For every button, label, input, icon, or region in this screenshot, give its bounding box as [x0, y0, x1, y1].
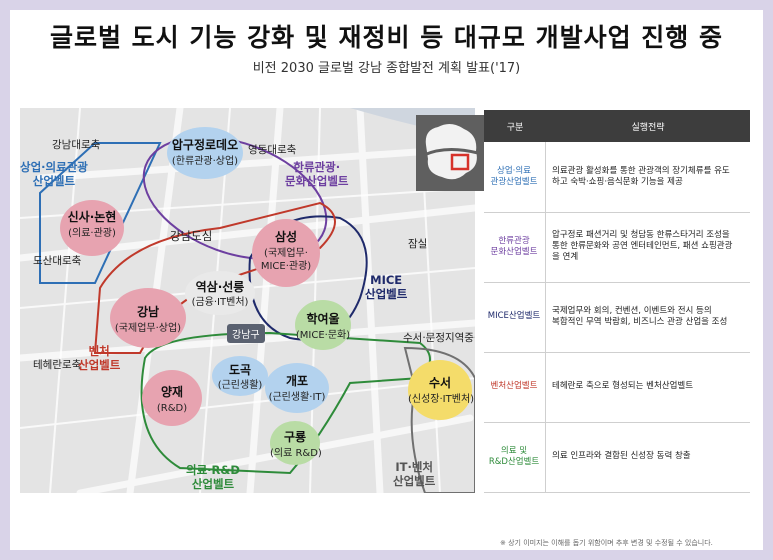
- node-sinsa-circle: [60, 200, 124, 256]
- node-yangjae-sub: (R&D): [156, 403, 188, 414]
- node-gaepo-sub: (근린생활·IT): [268, 392, 326, 403]
- table-row: 의료 및 R&D산업벨트 의료 인프라와 결합된 신성장 동력 창출: [484, 422, 750, 493]
- table-row: 벤처산업벨트 테헤란로 축으로 형성되는 벤처산업벨트: [484, 352, 750, 423]
- mice-belt-outline: [248, 215, 368, 341]
- node-suseo-sub: (신성장·IT벤처): [408, 394, 475, 405]
- node-suseo-circle: [408, 360, 472, 420]
- node-suseo-name: 수서: [428, 376, 452, 390]
- node-gangnam-circle: [110, 288, 186, 348]
- commercial-medical-belt-outline: [39, 142, 162, 284]
- row-category: 의료 및 R&D산업벨트: [488, 446, 540, 467]
- node-yangjae-name: 양재: [160, 385, 184, 399]
- node-gaepo-circle: [265, 363, 329, 413]
- map-drawing: [20, 108, 475, 493]
- belt-label-medical-rnd: 의료·R&D 산업벨트: [186, 463, 240, 491]
- strategy-table: 구분 실행전략 상업·의료 관광산업벨트 의료관광 활성화를 통한 관광객의 장기…: [484, 110, 750, 493]
- node-samseong-circle: [252, 219, 320, 287]
- table-header: 구분 실행전략: [484, 110, 750, 142]
- node-guryong-circle: [270, 421, 320, 465]
- row-category: MICE산업벨트: [487, 311, 541, 321]
- page-subtitle: 비전 2030 글로벌 강남 종합발전 계획 발표('17): [252, 61, 521, 76]
- label-yeongdong-daero: 영동대로축: [248, 144, 297, 156]
- medical-rnd-belt-outline: [140, 331, 431, 475]
- district-tag-gangnam-gu: 강남구: [227, 324, 265, 343]
- node-gangnam-sub: (국제업무·상업): [114, 323, 182, 334]
- seoul-locator-inset: [416, 115, 484, 191]
- node-sinsa-name: 신사·논현: [67, 210, 117, 224]
- footnote: ※ 상기 이미지는 이해를 돕기 위함이며 추후 변경 및 수정될 수 있습니다…: [500, 539, 713, 547]
- node-samseong-name: 삼성: [274, 230, 298, 244]
- node-yeoksam-sub: (금융·IT벤처): [191, 297, 249, 308]
- node-gangnam-name: 강남: [136, 305, 160, 319]
- node-yeoksam-name: 역삼·선릉: [195, 280, 245, 294]
- node-sinsa-sub: (의료·관광): [68, 228, 116, 239]
- page-title: 글로벌 도시 기능 강화 및 재정비 등 대규모 개발사업 진행 중: [49, 23, 724, 52]
- node-hakyeoul-sub: (MICE·문화): [295, 330, 351, 341]
- table-header-strategy: 실행전략: [631, 123, 665, 133]
- label-jamsil: 잠실: [408, 238, 428, 250]
- node-apgujeong-name: 압구정로데오: [171, 138, 239, 152]
- row-strategy: 국제업무와 회의, 컨벤션, 이벤트와 전시 등의 복합적인 무역 박람회, 비즈…: [552, 306, 728, 327]
- node-dogok-sub: (근린생활): [217, 380, 263, 391]
- node-hakyeoul-name: 학여울: [306, 312, 340, 326]
- table-row: 한류관광 문화산업벨트 압구정로 패션거리 및 청담동 한류스타거리 조성을 통한 …: [484, 212, 750, 283]
- table-row: MICE산업벨트 국제업무와 회의, 컨벤션, 이벤트와 전시 등의 복합적인 무…: [484, 282, 750, 353]
- belt-label-it-venture: IT·벤처 산업벨트: [393, 460, 436, 488]
- row-category: 한류관광 문화산업벨트: [490, 236, 538, 257]
- gangnam-highlight-box: [450, 153, 470, 171]
- node-samseong-sub-1: (국제업무·: [264, 248, 308, 259]
- label-teheran-ro: 테헤란로축: [33, 359, 82, 371]
- table-row: 상업·의료 관광산업벨트 의료관광 활성화를 통한 관광객의 장기체류를 유도 하고…: [484, 142, 750, 213]
- node-apgujeong-circle: [167, 127, 243, 179]
- table-divider: [545, 142, 546, 493]
- node-guryong-name: 구룡: [283, 430, 307, 444]
- development-map: 강남대로축 영동대로축 도산대로축 테헤란로축 잠실 수서·문정지역중심 강남도…: [20, 108, 475, 493]
- label-suseo-munjeong: 수서·문정지역중심: [403, 332, 475, 344]
- node-gaepo-name: 개포: [285, 374, 309, 388]
- belt-label-mice: MICE 산업벨트: [365, 273, 408, 301]
- table-header-category: 구분: [506, 123, 524, 133]
- row-strategy: 의료관광 활성화를 통한 관광객의 장기체류를 유도 하고 숙박·쇼핑·음식문화 …: [552, 166, 730, 187]
- node-dogok-name: 도곡: [228, 363, 252, 377]
- label-gangnam-daero: 강남대로축: [52, 139, 101, 151]
- row-category: 벤처산업벨트: [490, 381, 538, 391]
- row-strategy: 테헤란로 축으로 형성되는 벤처산업벨트: [552, 381, 694, 391]
- label-gangnam-dosim: 강남도심: [170, 229, 213, 243]
- row-strategy: 압구정로 패션거리 및 청담동 한류스타거리 조성을 통한 한류문화와 공연 엔터…: [552, 230, 733, 262]
- seoul-outline-graphic: [423, 123, 479, 180]
- belt-label-hallyu: 한류관광· 문화산업벨트: [285, 160, 349, 188]
- node-apgujeong-sub: (한류관광·상업): [171, 156, 239, 167]
- node-guryong-sub: (의료 R&D): [270, 448, 322, 459]
- it-venture-belt-outline: [403, 346, 475, 493]
- node-dogok-circle: [212, 356, 268, 396]
- hallyu-belt-outline: [142, 135, 328, 261]
- node-yeoksam-circle: [185, 271, 255, 315]
- label-dosan-daero: 도산대로축: [33, 255, 82, 267]
- belt-label-commercial-medical: 상업·의료관광 산업벨트: [20, 160, 88, 188]
- node-yangjae-circle: [142, 370, 202, 426]
- node-samseong-sub-2: MICE·관광): [260, 261, 312, 272]
- row-category: 상업·의료 관광산업벨트: [490, 166, 538, 187]
- node-hakyeoul-circle: [295, 300, 351, 350]
- belt-label-venture: 벤처 산업벨트: [78, 344, 121, 372]
- row-strategy: 의료 인프라와 결합된 신성장 동력 창출: [552, 451, 691, 461]
